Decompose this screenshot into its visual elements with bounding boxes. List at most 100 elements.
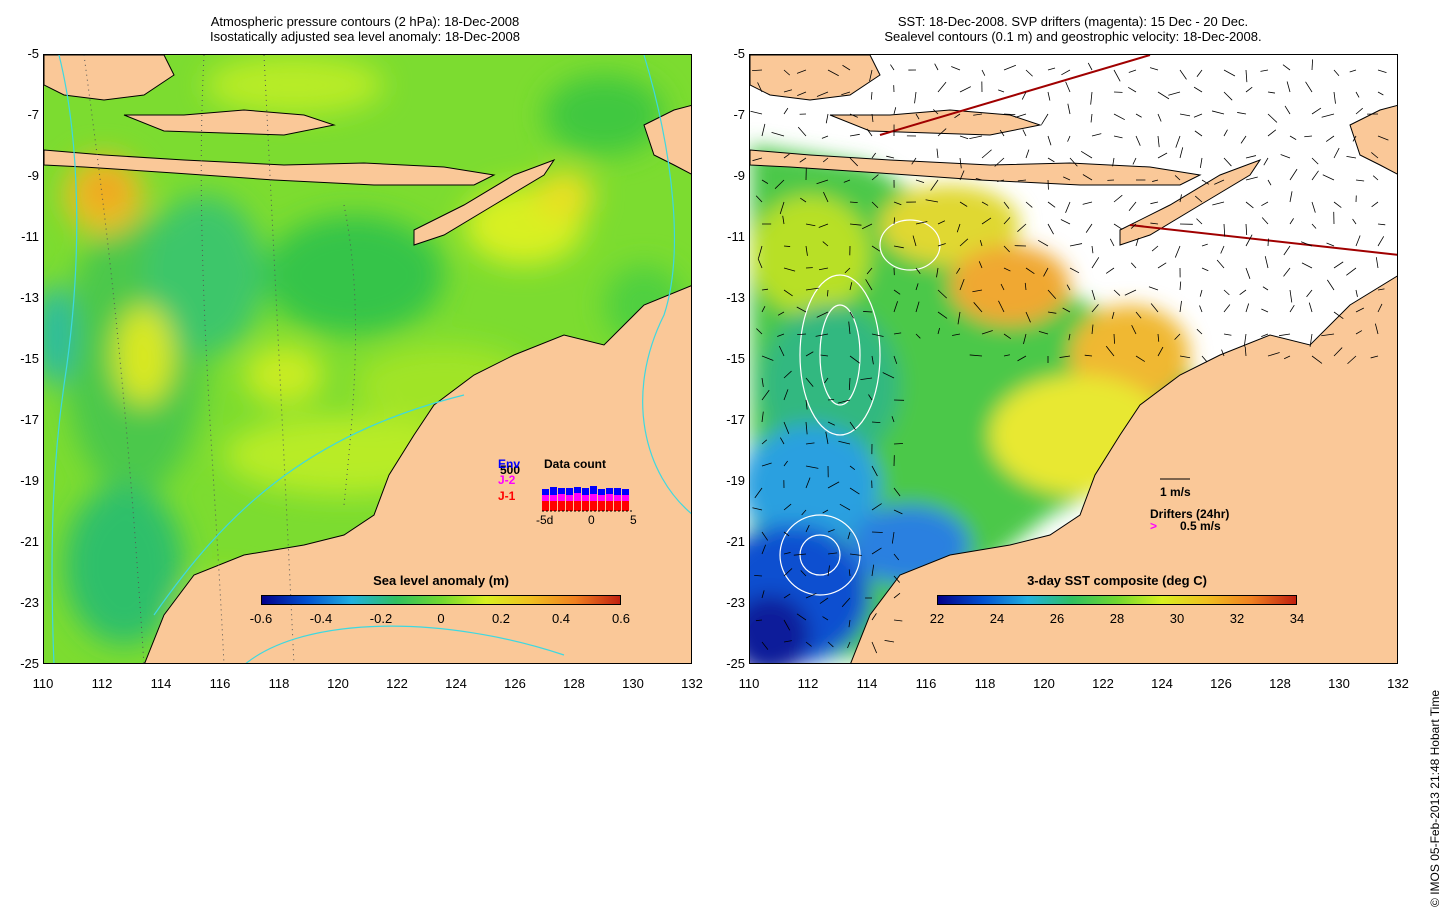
- histogram-bar: [582, 501, 589, 511]
- x-tick-label: 116: [914, 676, 938, 691]
- colorbar-tick: 0: [429, 611, 453, 626]
- colorbar-tick: 0.2: [489, 611, 513, 626]
- velocity-arrow: [784, 246, 790, 247]
- colorbar-tick: -0.2: [369, 611, 393, 626]
- x-tick-label: 126: [1209, 676, 1233, 691]
- histogram-bar: [590, 501, 597, 511]
- data-count-histogram: [542, 473, 642, 513]
- x-tick-label: 122: [1091, 676, 1115, 691]
- y-tick-label: -21: [715, 534, 745, 549]
- sst-colorbar-label: 3-day SST composite (deg C): [937, 573, 1297, 588]
- x-tick-label: 124: [1150, 676, 1174, 691]
- histogram-bar: [558, 494, 565, 501]
- drifter-legend-symbol: >: [1150, 519, 1157, 533]
- y-tick-label: -17: [9, 412, 39, 427]
- y-tick-label: -19: [9, 473, 39, 488]
- x-tick-label: 114: [149, 676, 173, 691]
- colorbar-tick: 0.4: [549, 611, 573, 626]
- x-tick-label: 132: [1386, 676, 1410, 691]
- x-tick-label: 120: [1032, 676, 1056, 691]
- x-tick-label: 128: [562, 676, 586, 691]
- y-tick-label: -15: [9, 351, 39, 366]
- y-tick-label: -13: [9, 290, 39, 305]
- y-tick-label: -21: [9, 534, 39, 549]
- histogram-bar: [574, 487, 581, 493]
- histogram-bar: [542, 501, 549, 511]
- sla-colorbar-label: Sea level anomaly (m): [261, 573, 621, 588]
- left-title-line2: Isostatically adjusted sea level anomaly…: [40, 29, 690, 44]
- right-title-line2: Sealevel contours (0.1 m) and geostrophi…: [748, 29, 1398, 44]
- data-count-axis-mid: 0: [588, 513, 595, 527]
- x-tick-label: 118: [973, 676, 997, 691]
- x-tick-label: 118: [267, 676, 291, 691]
- x-tick-label: 110: [31, 676, 55, 691]
- colorbar-tick: 22: [925, 611, 949, 626]
- histogram-bar: [558, 501, 565, 511]
- histogram-bar: [614, 495, 621, 501]
- histogram-bar: [542, 489, 549, 495]
- y-tick-label: -11: [9, 229, 39, 244]
- colorbar-tick: 34: [1285, 611, 1309, 626]
- y-tick-label: -5: [9, 46, 39, 61]
- sat-env-label: Env: [498, 457, 520, 471]
- x-tick-label: 110: [737, 676, 761, 691]
- x-tick-label: 126: [503, 676, 527, 691]
- y-tick-label: -13: [715, 290, 745, 305]
- credit-text: © IMOS 05-Feb-2013 21:48 Hobart Time: [1428, 690, 1440, 907]
- x-tick-label: 130: [621, 676, 645, 691]
- sla-colorbar: [261, 595, 621, 605]
- x-tick-label: 112: [796, 676, 820, 691]
- histogram-bar: [566, 495, 573, 501]
- colorbar-tick: 24: [985, 611, 1009, 626]
- x-tick-label: 130: [1327, 676, 1351, 691]
- sea-level-anomaly-map: Data count 500 Env J-2 J-1 -5d 0 5 Sea l…: [43, 54, 692, 664]
- histogram-bar: [614, 488, 621, 495]
- colorbar-tick: 28: [1105, 611, 1129, 626]
- x-tick-label: 114: [855, 676, 879, 691]
- colorbar-tick: -0.4: [309, 611, 333, 626]
- x-tick-label: 120: [326, 676, 350, 691]
- histogram-bar: [582, 488, 589, 495]
- sat-j1-label: J-1: [498, 489, 515, 503]
- y-tick-label: -17: [715, 412, 745, 427]
- data-count-axis-min: -5d: [536, 513, 553, 527]
- left-title-line1: Atmospheric pressure contours (2 hPa): 1…: [40, 14, 690, 29]
- right-map-title: SST: 18-Dec-2008. SVP drifters (magenta)…: [748, 14, 1398, 44]
- y-tick-label: -9: [9, 168, 39, 183]
- histogram-bar: [542, 495, 549, 501]
- y-tick-label: -23: [715, 595, 745, 610]
- velocity-legend-label: 1 m/s: [1160, 485, 1191, 499]
- histogram-bar: [550, 501, 557, 511]
- colorbar-tick: 32: [1225, 611, 1249, 626]
- histogram-bar: [622, 495, 629, 501]
- histogram-bar: [606, 501, 613, 511]
- histogram-bar: [598, 489, 605, 495]
- sst-map: 1 m/s Drifters (24hr) > 0.5 m/s 3-day SS…: [749, 54, 1398, 664]
- histogram-bar: [606, 494, 613, 501]
- left-map-title: Atmospheric pressure contours (2 hPa): 1…: [40, 14, 690, 44]
- data-count-title: Data count: [544, 457, 606, 471]
- velocity-arrow: [863, 311, 872, 312]
- histogram-bar: [590, 486, 597, 494]
- histogram-bar: [566, 501, 573, 511]
- colorbar-tick: 0.6: [609, 611, 633, 626]
- histogram-bar: [574, 501, 581, 511]
- histogram-bar: [590, 494, 597, 501]
- colorbar-tick: 30: [1165, 611, 1189, 626]
- y-tick-label: -15: [715, 351, 745, 366]
- x-tick-label: 116: [208, 676, 232, 691]
- x-tick-label: 132: [680, 676, 704, 691]
- right-title-line1: SST: 18-Dec-2008. SVP drifters (magenta)…: [748, 14, 1398, 29]
- histogram-bar: [622, 489, 629, 495]
- x-tick-label: 128: [1268, 676, 1292, 691]
- x-tick-label: 122: [385, 676, 409, 691]
- histogram-bar: [598, 495, 605, 501]
- y-tick-label: -7: [9, 107, 39, 122]
- sat-j2-label: J-2: [498, 473, 515, 487]
- y-tick-label: -19: [715, 473, 745, 488]
- y-tick-label: -5: [715, 46, 745, 61]
- x-tick-label: 112: [90, 676, 114, 691]
- sst-colorbar: [937, 595, 1297, 605]
- histogram-bar: [550, 487, 557, 495]
- histogram-bar: [574, 493, 581, 501]
